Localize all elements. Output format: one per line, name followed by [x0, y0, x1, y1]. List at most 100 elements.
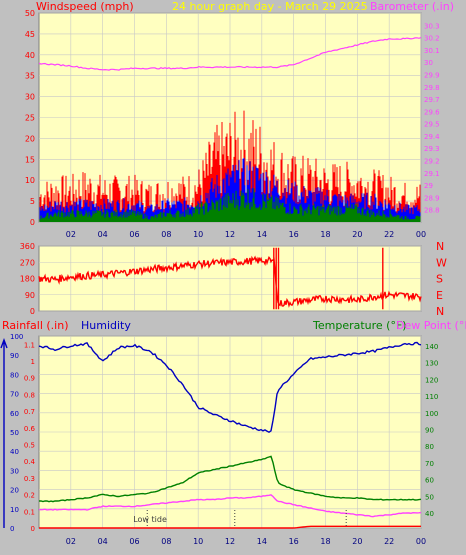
- compass-label-n: N: [436, 240, 444, 253]
- wind-x-tick-label: 08: [161, 230, 171, 239]
- rainfall-tick-label: 0.3: [24, 475, 35, 483]
- temperature-tick-label: 140: [425, 343, 438, 351]
- rainfall-tick-label: 1: [31, 358, 35, 366]
- barometer-tick-label: 29.6: [424, 108, 440, 116]
- direction-tick-label: 270: [20, 258, 35, 267]
- rainfall-tick-label: 0.8: [24, 391, 35, 399]
- bottom-x-tick-label: 00: [416, 537, 426, 546]
- barometer-tick-label: 28.8: [424, 207, 440, 215]
- barometer-tick-label: 29: [424, 182, 433, 190]
- humidity-tick-label: 70: [10, 391, 19, 399]
- barometer-tick-label: 29.1: [424, 170, 440, 178]
- wind-tick-label: 30: [25, 93, 35, 102]
- temperature-tick-label: 110: [425, 393, 438, 401]
- barometer-tick-label: 29.8: [424, 84, 440, 92]
- dewpoint-axis-title: Dew Point (°F): [396, 319, 466, 332]
- direction-tick-label: 180: [20, 275, 35, 284]
- barometer-tick-label: 29.5: [424, 121, 440, 129]
- wind-tick-label: 40: [25, 51, 35, 60]
- rainfall-tick-label: 0.1: [24, 508, 35, 516]
- wind-x-tick-label: 22: [384, 230, 394, 239]
- barometer-axis-title: Barometer (.in): [370, 0, 454, 13]
- wind-x-tick-label: 12: [225, 230, 235, 239]
- humidity-tick-label: 90: [10, 352, 19, 360]
- rainfall-tick-label: 0.7: [24, 408, 35, 416]
- barometer-tick-label: 29.9: [424, 71, 440, 79]
- bottom-x-tick-label: 12: [225, 537, 235, 546]
- wind-tick-label: 50: [25, 9, 35, 18]
- barometer-tick-label: 30.3: [424, 22, 440, 30]
- rainfall-axis-title: Rainfall (.in): [2, 319, 69, 332]
- bottom-x-tick-label: 02: [66, 537, 76, 546]
- wind-x-tick-label: 16: [289, 230, 299, 239]
- wind-x-tick-label: 18: [320, 230, 330, 239]
- wind-x-tick-label: 06: [129, 230, 139, 239]
- humidity-tick-label: 50: [10, 429, 19, 437]
- wind-direction-series: [38, 247, 422, 310]
- dewpoint-series: [38, 494, 422, 518]
- temperature-tick-label: 90: [425, 426, 434, 434]
- humidity-tick-label: 60: [10, 410, 19, 418]
- wind-tick-label: 25: [25, 114, 35, 123]
- barometer-tick-label: 30.2: [424, 35, 440, 43]
- temperature-tick-label: 50: [425, 493, 434, 501]
- temperature-tick-label: 100: [425, 410, 438, 418]
- wind-tick-label: 45: [25, 30, 35, 39]
- bottom-x-tick-label: 04: [98, 537, 108, 546]
- direction-tick-label: 360: [20, 242, 35, 251]
- wind-x-tick-label: 02: [66, 230, 76, 239]
- windspeed-axis-title: Windspeed (mph): [36, 0, 134, 13]
- humidity-axis-title: Humidity: [81, 319, 131, 332]
- humidity-tick-label: 40: [10, 448, 19, 456]
- temperature-tick-label: 70: [425, 460, 434, 468]
- bottom-x-tick-label: 14: [257, 537, 267, 546]
- bottom-x-tick-label: 22: [384, 537, 394, 546]
- temperature-tick-label: 60: [425, 477, 434, 485]
- direction-tick-label: 90: [25, 291, 35, 300]
- wind-x-tick-label: 20: [352, 230, 362, 239]
- wind-tick-label: 15: [25, 155, 35, 164]
- temperature-tick-label: 40: [425, 510, 434, 518]
- bottom-x-tick-label: 06: [129, 537, 139, 546]
- temperature-axis-title: Temperature (°F): [313, 319, 407, 332]
- wind-x-tick-label: 04: [98, 230, 108, 239]
- barometer-tick-label: 30: [424, 59, 433, 67]
- bottom-x-tick-label: 20: [352, 537, 362, 546]
- wind-tick-label: 5: [30, 197, 35, 206]
- compass-label-e: E: [436, 289, 443, 302]
- wind-tick-label: 20: [25, 134, 35, 143]
- humidity-tick-label: 10: [10, 506, 19, 514]
- rainfall-tick-label: 0.9: [24, 375, 35, 383]
- chart-title: 24 hour graph day - March 29 2025: [172, 0, 368, 13]
- temperature-tick-label: 80: [425, 443, 434, 451]
- bottom-x-tick-label: 10: [193, 537, 203, 546]
- wind-x-tick-label: 00: [416, 230, 426, 239]
- bottom-x-tick-label: 18: [320, 537, 330, 546]
- humidity-tick-label: 0: [10, 525, 14, 533]
- barometer-series: [38, 37, 422, 71]
- humidity-tick-label: 100: [10, 333, 23, 341]
- humidity-tick-label: 30: [10, 467, 19, 475]
- compass-label-s: S: [436, 273, 443, 286]
- humidity-series: [38, 341, 422, 434]
- low-tide-label: Low tide: [133, 515, 167, 524]
- windspeed-low-series: [39, 188, 421, 222]
- rainfall-series: [39, 525, 421, 529]
- wind-x-tick-label: 14: [257, 230, 267, 239]
- temperature-series: [38, 455, 422, 503]
- temperature-tick-label: 130: [425, 360, 438, 368]
- humidity-axis-arrow: [0, 338, 8, 528]
- barometer-tick-label: 30.1: [424, 47, 440, 55]
- compass-label-n: N: [436, 305, 444, 318]
- rainfall-tick-label: 0.6: [24, 425, 36, 433]
- rainfall-tick-label: 0.5: [24, 442, 35, 450]
- humidity-tick-label: 80: [10, 371, 19, 379]
- direction-tick-label: 0: [30, 307, 35, 316]
- bottom-x-tick-label: 08: [161, 537, 171, 546]
- compass-label-w: W: [436, 256, 447, 269]
- wind-tick-label: 35: [25, 72, 35, 81]
- humidity-tick-label: 20: [10, 487, 19, 495]
- rainfall-tick-label: 0: [31, 525, 35, 533]
- wind-tick-label: 0: [30, 218, 35, 227]
